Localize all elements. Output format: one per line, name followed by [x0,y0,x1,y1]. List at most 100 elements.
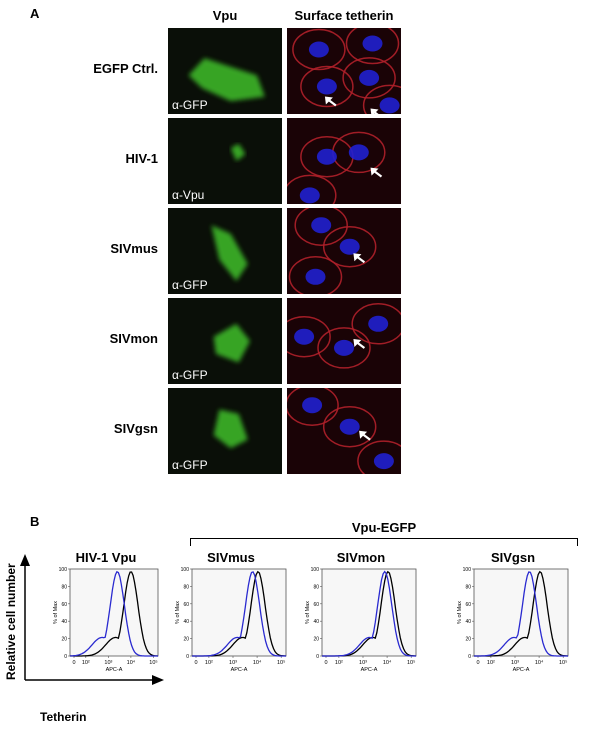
panel-a-letter: A [30,6,40,21]
tetherin-stain-image [287,388,401,474]
tetherin-cells [288,208,377,294]
vpu-stain-image: α-GFP [168,298,282,384]
group-label-vpu-egfp: Vpu-EGFP [351,520,417,535]
x-tick-label: 10⁵ [407,659,415,666]
panel-b-letter: B [30,514,40,529]
y-tick-label: 20 [465,637,471,643]
vpu-curve [322,570,416,657]
tetherin-stain-image [287,208,401,294]
vpu-cell-shape [211,225,248,282]
x-tick-label: 10³ [359,660,367,666]
antibody-label: α-Vpu [172,188,205,202]
y-tick-label: 80 [183,584,189,590]
y-tick-label: 80 [313,584,319,590]
arrow-icon [370,108,379,114]
column-header-vpu: Vpu [212,8,238,23]
antibody-label: α-GFP [172,368,208,382]
histogram-title: HIV-1 Vpu [75,550,137,565]
x-tick-label: 0 [194,660,197,666]
vpu-stain-image: α-Vpu [168,118,282,204]
antibody-label: α-GFP [172,278,208,292]
vpu-curve [192,571,286,657]
vpu-cell-shape [188,58,265,102]
y-axis-arrow [20,554,30,566]
x-tick-label: 10⁴ [253,659,262,666]
x-tick-label: 10³ [511,660,519,666]
y-tick-label: 0 [316,654,319,660]
y-tick-label: 100 [463,567,472,573]
y-tick-label: 0 [64,654,67,660]
tetherin-axis-label: Tetherin [40,710,87,724]
arrow-icon [353,253,366,264]
tetherin-stain-image [287,118,401,204]
plot-frame [321,568,417,657]
y-tick-label: 20 [313,637,319,643]
y-tick-label: 60 [183,602,189,608]
x-tick-label: 10² [335,660,343,666]
y-tick-label: 0 [186,654,189,660]
vpu-stain-image: α-GFP [168,388,282,474]
vpu-cell-shape [213,409,248,449]
arrow-icon [324,96,337,107]
row-label-1: HIV-1 [125,151,158,166]
x-tick-label: 0 [476,660,479,666]
x-axis-arrow [152,675,164,685]
x-tick-label: 10² [205,660,213,666]
y-tick-label: 20 [183,637,189,643]
control-curve [474,570,569,657]
hist-y-label: % of Max [305,601,311,624]
row-label-4: SIVgsn [113,421,158,436]
plot-frame [191,568,287,657]
vpu-cell-shape [213,323,251,363]
vpu-stain-image: α-GFP [168,28,282,114]
vpu-cell-shape [230,143,246,161]
plot-frame [473,568,569,657]
hist-x-label: APC-A [231,667,248,673]
arrow-icon [370,167,383,178]
y-tick-label: 0 [468,654,471,660]
x-tick-label: 10³ [104,660,112,666]
hist-x-label: APC-A [361,667,378,673]
arrow-icon [353,339,366,349]
bracket-right-tick [577,538,578,546]
tetherin-cells [292,28,401,114]
tetherin-cells [287,388,401,474]
x-tick-label: 10⁴ [127,659,136,666]
tetherin-stain-image [287,298,401,384]
x-tick-label: 0 [72,660,75,666]
histogram-title: SIVmon [336,550,386,565]
flow-histogram: 0 20 40 60 80 100 % of Max 0 10² 10³ 10⁴ 10⁵ APC-A [175,567,287,673]
row-label-2: SIVmus [110,241,158,256]
hist-x-label: APC-A [513,667,530,673]
tetherin-cells [287,131,386,204]
control-curve [70,571,159,657]
bracket-left-tick [190,538,191,546]
hist-y-label: % of Max [457,601,463,624]
y-tick-label: 40 [465,619,471,625]
x-tick-label: 10⁴ [383,659,392,666]
x-tick-label: 10² [487,660,495,666]
group-bracket [190,538,577,539]
y-tick-label: 40 [61,619,67,625]
vpu-stain-image: α-GFP [168,208,282,294]
y-tick-label: 100 [311,567,320,573]
y-tick-label: 60 [465,602,471,608]
x-tick-label: 10³ [229,660,237,666]
vpu-curve [474,571,568,657]
y-tick-label: 80 [61,584,67,590]
x-tick-label: 10⁵ [149,659,157,666]
y-tick-label: 60 [61,602,67,608]
antibody-label: α-GFP [172,458,208,472]
column-header-surface-tetherin: Surface tetherin [294,8,394,23]
histogram-title: SIVgsn [490,550,536,565]
flow-histogram: 0 20 40 60 80 100 % of Max 0 10² 10³ 10⁴ 10⁵ APC-A [457,567,569,673]
y-tick-label: 40 [313,619,319,625]
relative-axes [20,554,164,685]
arrow-icon [359,430,371,441]
flow-histogram: 0 20 40 60 80 100 % of Max 0 10² 10³ 10⁴ 10⁵ APC-A [305,567,417,673]
row-label-0: EGFP Ctrl. [93,61,158,76]
x-tick-label: 10⁵ [277,659,285,666]
antibody-label: α-GFP [172,98,208,112]
y-tick-label: 100 [181,567,190,573]
flow-histogram: 0 20 40 60 80 100 % of Max 0 10² 10³ 10⁴ 10⁵ APC-A [53,567,159,673]
